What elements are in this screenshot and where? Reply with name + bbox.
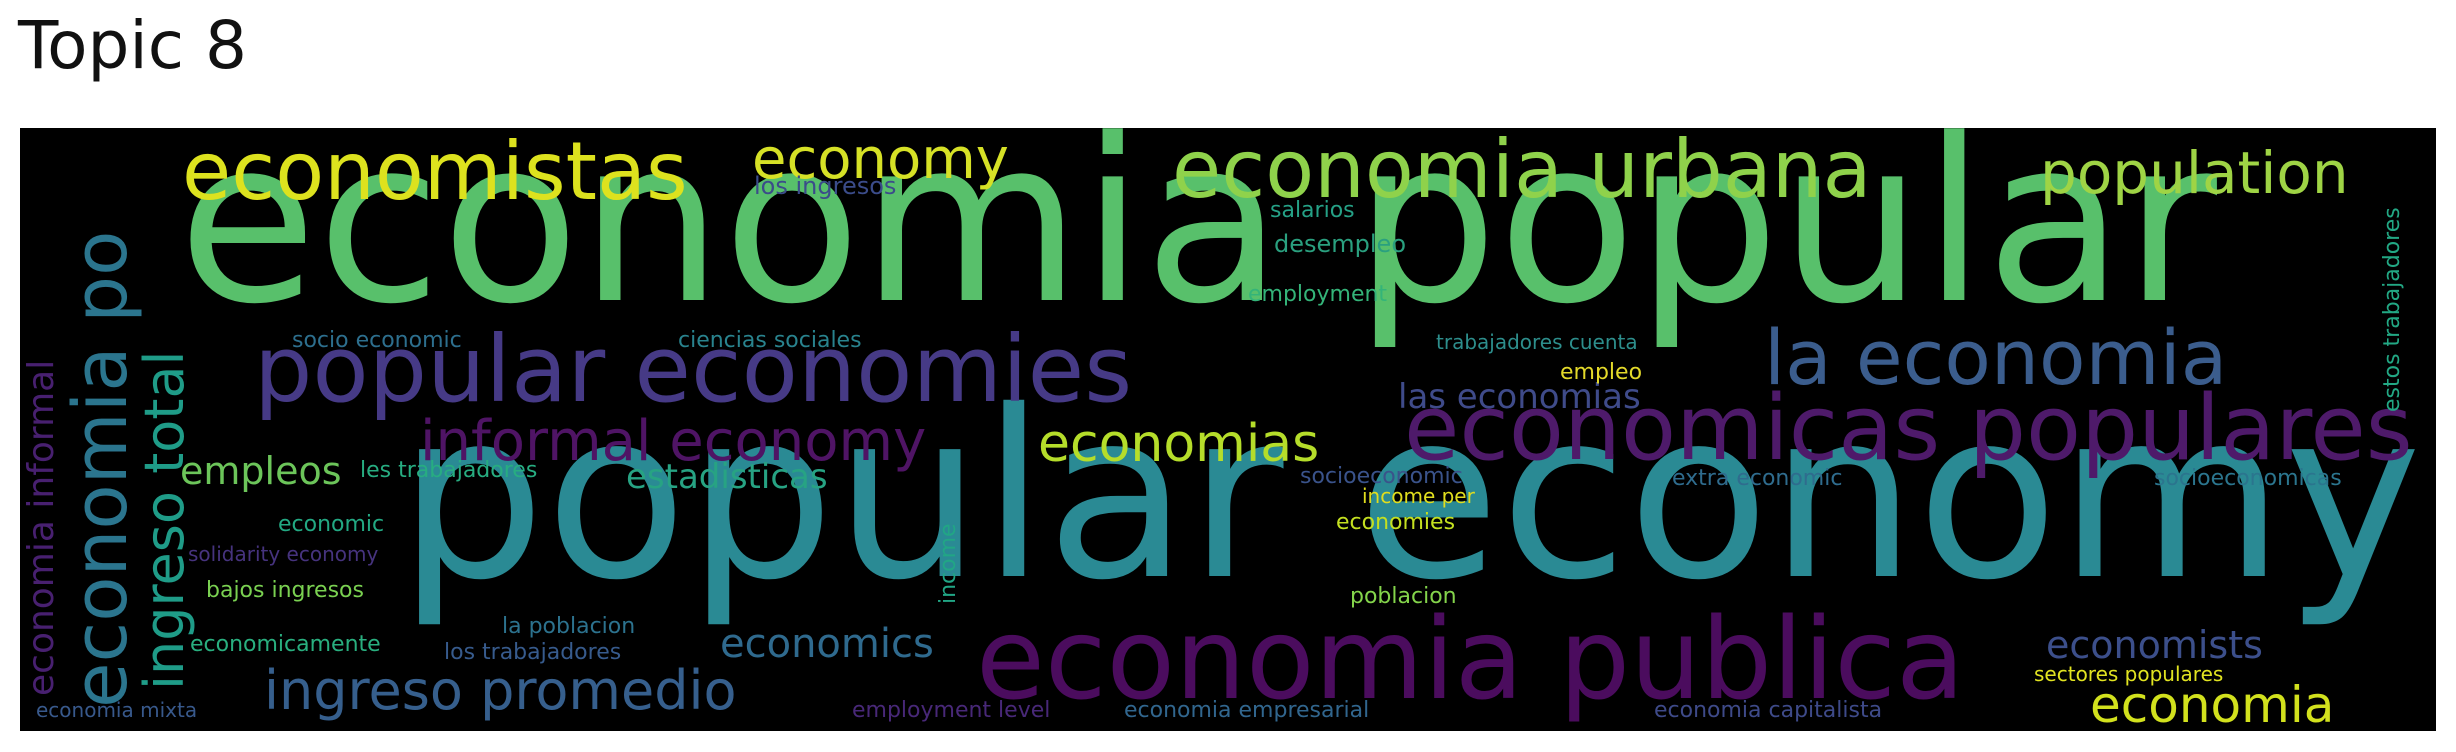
word: socio economic xyxy=(292,328,462,353)
word: sectores populares xyxy=(2034,662,2224,686)
word: economia mixta xyxy=(36,698,198,722)
word: estos trabajadores xyxy=(2380,207,2405,412)
word: la economia xyxy=(1764,313,2228,402)
word: solidarity economy xyxy=(188,542,379,566)
word: economia popular xyxy=(178,128,2217,354)
word: les trabajadores xyxy=(360,458,538,483)
word: economies xyxy=(1336,510,1456,535)
word: socioeconomic xyxy=(1300,464,1463,489)
word: economia empresarial xyxy=(1124,698,1370,723)
word: population xyxy=(2040,139,2349,207)
word-cloud: popular economy economia popular popular… xyxy=(20,128,2436,731)
word: economists xyxy=(2046,623,2263,667)
word: economia xyxy=(2090,676,2335,731)
word: economistas xyxy=(182,128,688,218)
word: ingreso promedio xyxy=(264,659,737,722)
word: employment xyxy=(1248,282,1388,307)
word: economia po xyxy=(58,230,144,708)
word: poblacion xyxy=(1350,584,1457,609)
word: trabajadores cuenta xyxy=(1436,330,1638,354)
word: bajos ingresos xyxy=(206,578,364,603)
word: socioeconomicas xyxy=(2154,466,2342,491)
word: economicamente xyxy=(190,632,381,657)
word: economy xyxy=(752,128,1009,192)
word: desempleo xyxy=(1274,230,1406,258)
word: economics xyxy=(720,621,934,667)
word: income xyxy=(936,523,961,604)
word: estadisticas xyxy=(626,457,828,497)
word: informal economy xyxy=(420,409,927,474)
word: los trabajadores xyxy=(444,640,622,665)
word: popular economies xyxy=(254,316,1133,423)
word: economia capitalista xyxy=(1654,698,1883,723)
word: economias xyxy=(1038,414,1320,474)
word: economia informal xyxy=(21,359,62,696)
word: economicas populares xyxy=(1404,376,2413,481)
word: extra economic xyxy=(1672,466,1843,491)
word: salarios xyxy=(1270,198,1355,223)
word: los ingresos xyxy=(754,172,897,200)
word: empleo xyxy=(1560,360,1643,385)
word: employment level xyxy=(852,698,1051,723)
word: empleos xyxy=(180,449,342,493)
word: economic xyxy=(278,512,385,537)
word: popular economy xyxy=(398,361,2422,631)
word: ciencias sociales xyxy=(678,328,862,353)
word: economia publica xyxy=(976,595,1965,725)
word: income per xyxy=(1362,484,1475,508)
word: economia urbana xyxy=(1172,128,1872,216)
word: la poblacion xyxy=(502,614,636,639)
word: las economias xyxy=(1398,377,1641,417)
word: ingreso total xyxy=(133,350,196,690)
page-title: Topic 8 xyxy=(18,7,247,84)
